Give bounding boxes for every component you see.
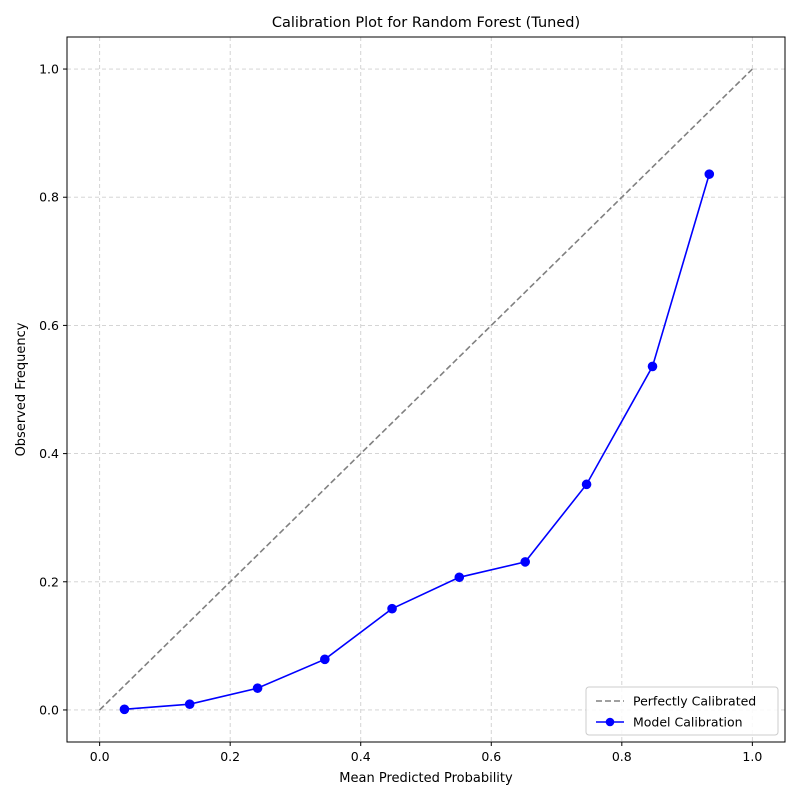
x-axis-label: Mean Predicted Probability bbox=[339, 771, 513, 786]
legend-swatch-marker bbox=[605, 717, 615, 727]
chart-title: Calibration Plot for Random Forest (Tune… bbox=[272, 15, 580, 31]
data-point bbox=[184, 699, 195, 709]
legend-label: Model Calibration bbox=[633, 715, 743, 730]
data-point bbox=[119, 704, 130, 715]
grid-layer bbox=[67, 37, 785, 742]
y-tick-label: 0.6 bbox=[39, 318, 59, 333]
y-tick-label: 0.2 bbox=[39, 574, 59, 589]
y-tick-label: 0.0 bbox=[39, 702, 59, 717]
ticks-layer: 0.0 0.2 0.4 0.6 0.8 1.0 0.0 0.2 0.4 0.6 0.8 1.0 bbox=[39, 62, 762, 764]
legend: Perfectly Calibrated Model Calibration bbox=[585, 686, 779, 736]
y-tick-label: 0.8 bbox=[39, 190, 59, 205]
x-tick-label: 0.8 bbox=[612, 749, 632, 764]
series-layer bbox=[99, 68, 753, 715]
y-axis-label: Observed Frequency bbox=[14, 322, 29, 456]
x-tick-label: 0.2 bbox=[220, 749, 240, 764]
y-tick-label: 0.4 bbox=[39, 446, 59, 461]
y-tick-label: 1.0 bbox=[39, 62, 59, 77]
x-tick-label: 0.4 bbox=[351, 749, 371, 764]
data-point bbox=[454, 572, 465, 583]
data-point bbox=[704, 169, 715, 179]
data-point bbox=[252, 683, 263, 693]
series-line-model-calibration bbox=[124, 173, 711, 711]
x-tick-label: 1.0 bbox=[742, 749, 762, 764]
data-point bbox=[581, 479, 592, 490]
legend-label: Perfectly Calibrated bbox=[633, 694, 756, 709]
data-point bbox=[647, 361, 658, 372]
x-tick-label: 0.6 bbox=[481, 749, 501, 764]
data-point bbox=[320, 654, 330, 665]
legend-box bbox=[585, 686, 779, 736]
data-point bbox=[387, 603, 397, 614]
plot-area-frame bbox=[66, 36, 786, 743]
data-point bbox=[520, 557, 531, 567]
x-tick-label: 0.0 bbox=[90, 749, 110, 764]
